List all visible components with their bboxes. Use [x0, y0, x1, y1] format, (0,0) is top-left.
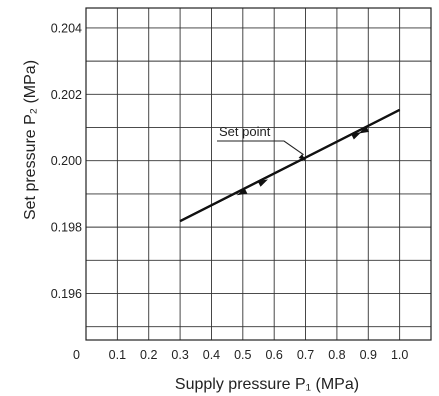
x-axis-title: Supply pressure P₁ (MPa)	[175, 376, 359, 393]
y-tick-label: 0.200	[51, 154, 82, 168]
arrowhead-increasing	[350, 132, 362, 140]
x-tick-label: 0.8	[328, 348, 345, 362]
x-tick-label: 0.7	[297, 348, 314, 362]
x-tick-label: 0.9	[360, 348, 377, 362]
y-tick-label: 0.196	[51, 287, 82, 301]
plot-frame	[85, 7, 432, 341]
x-tick-label: 0.2	[140, 348, 157, 362]
y-tick-label: 0.198	[51, 221, 82, 235]
arrowhead-increasing	[257, 179, 269, 187]
y-tick-label: 0.204	[51, 21, 82, 35]
x-tick-label: 1.0	[391, 348, 408, 362]
y-axis-title: Set pressure P₂ (MPa)	[22, 60, 39, 220]
y-tick-label: 0.202	[51, 88, 82, 102]
annotation-label: Set point	[219, 124, 271, 139]
x-tick-label: 0.1	[109, 348, 126, 362]
x-tick-label: 0.5	[234, 348, 251, 362]
arrowhead-decreasing	[236, 187, 248, 196]
origin-label: 0	[73, 348, 80, 362]
x-tick-label: 0.3	[171, 348, 188, 362]
x-tick-label: 0.6	[265, 348, 282, 362]
annotation-arrowhead	[298, 154, 306, 161]
series-line-decreasing	[179, 108, 401, 223]
x-tick-label: 0.4	[203, 348, 220, 362]
arrowhead-decreasing	[358, 126, 370, 134]
annotation-leader-line	[217, 140, 304, 156]
